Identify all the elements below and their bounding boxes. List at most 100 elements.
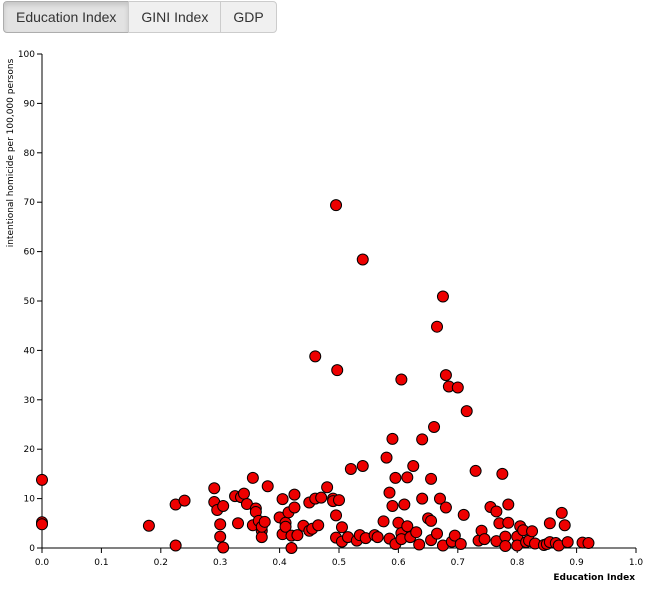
x-tick-label: 1.0 <box>629 558 644 568</box>
data-point[interactable] <box>451 381 464 394</box>
data-point[interactable] <box>425 472 438 485</box>
data-point[interactable] <box>460 405 473 418</box>
data-point[interactable] <box>383 486 396 499</box>
data-point[interactable] <box>428 420 441 433</box>
x-tick-label: 0.1 <box>94 558 108 568</box>
data-point[interactable] <box>395 373 408 386</box>
data-point[interactable] <box>331 364 344 377</box>
data-point[interactable] <box>330 199 343 212</box>
data-point[interactable] <box>208 482 221 495</box>
data-point[interactable] <box>410 526 423 539</box>
x-tick-label: 0.9 <box>569 558 584 568</box>
data-point[interactable] <box>321 481 334 494</box>
data-point[interactable] <box>448 529 461 542</box>
data-point[interactable] <box>425 514 438 527</box>
y-tick-label: 40 <box>24 346 36 356</box>
data-point[interactable] <box>561 536 574 549</box>
data-point[interactable] <box>288 501 301 514</box>
data-point[interactable] <box>309 350 322 363</box>
data-point[interactable] <box>555 506 568 519</box>
data-point[interactable] <box>377 515 390 528</box>
data-point[interactable] <box>169 539 182 552</box>
data-point[interactable] <box>407 459 420 472</box>
education-index-button[interactable]: Education Index <box>3 1 130 33</box>
data-point[interactable] <box>478 533 491 546</box>
data-point[interactable] <box>496 467 509 480</box>
data-point[interactable] <box>261 480 274 493</box>
data-point[interactable] <box>279 520 292 533</box>
data-point[interactable] <box>386 432 399 445</box>
data-point[interactable] <box>291 529 304 542</box>
data-point[interactable] <box>237 487 250 500</box>
data-point[interactable] <box>401 471 414 484</box>
x-tick-label: 0.3 <box>213 558 227 568</box>
gdp-button[interactable]: GDP <box>220 1 277 33</box>
data-point[interactable] <box>439 369 452 382</box>
data-point[interactable] <box>371 531 384 544</box>
data-point[interactable] <box>439 501 452 514</box>
data-point[interactable] <box>356 459 369 472</box>
y-axis: 0 10 20 30 40 50 60 70 80 90 100 <box>18 50 43 554</box>
data-point[interactable] <box>416 492 429 505</box>
x-tick-label: 0.7 <box>451 558 465 568</box>
data-point[interactable] <box>178 494 191 507</box>
data-point[interactable] <box>469 464 482 477</box>
x-tick-label: 0.8 <box>510 558 525 568</box>
data-point[interactable] <box>431 527 444 540</box>
x-tick-label: 0.0 <box>35 558 50 568</box>
data-point[interactable] <box>315 491 328 504</box>
y-tick-label: 100 <box>18 50 35 60</box>
data-point[interactable] <box>333 494 345 507</box>
data-point[interactable] <box>401 520 414 533</box>
data-point[interactable] <box>214 518 227 531</box>
data-point[interactable] <box>142 519 155 532</box>
data-point[interactable] <box>490 505 503 518</box>
data-point[interactable] <box>356 253 369 266</box>
data-point[interactable] <box>285 542 298 554</box>
data-point[interactable] <box>502 516 515 529</box>
data-point[interactable] <box>258 515 271 528</box>
data-point[interactable] <box>436 290 449 303</box>
data-point[interactable] <box>36 518 48 531</box>
data-point[interactable] <box>582 537 595 550</box>
x-axis-title: Education Index <box>553 573 635 583</box>
data-point[interactable] <box>454 538 467 551</box>
data-point[interactable] <box>217 541 230 554</box>
data-point[interactable] <box>433 492 446 505</box>
y-tick-label: 60 <box>24 248 36 258</box>
data-point[interactable] <box>389 471 402 484</box>
data-point[interactable] <box>386 500 399 513</box>
y-tick-label: 80 <box>24 149 36 159</box>
y-tick-label: 50 <box>24 297 36 307</box>
data-point[interactable] <box>214 530 227 543</box>
data-point[interactable] <box>312 519 325 532</box>
data-point[interactable] <box>526 525 539 538</box>
data-point[interactable] <box>431 320 444 333</box>
data-point[interactable] <box>457 508 470 521</box>
data-points <box>36 199 595 554</box>
data-point[interactable] <box>502 498 515 511</box>
data-point[interactable] <box>36 473 48 486</box>
data-point[interactable] <box>330 509 343 522</box>
data-point[interactable] <box>543 517 556 530</box>
data-point[interactable] <box>246 471 259 484</box>
data-point[interactable] <box>288 488 301 501</box>
x-tick-label: 0.6 <box>391 558 406 568</box>
data-point[interactable] <box>499 540 512 553</box>
x-tick-label: 0.2 <box>154 558 168 568</box>
data-point[interactable] <box>413 538 426 551</box>
y-tick-label: 10 <box>24 495 36 505</box>
data-point[interactable] <box>255 531 268 544</box>
data-point[interactable] <box>232 517 245 530</box>
data-point[interactable] <box>344 462 357 475</box>
data-point[interactable] <box>398 498 411 511</box>
data-point[interactable] <box>335 521 348 534</box>
data-point[interactable] <box>276 493 289 506</box>
data-point[interactable] <box>558 519 571 532</box>
y-axis-title: intentional homicide per 100,000 persons <box>6 58 16 247</box>
gini-index-button[interactable]: GINI Index <box>128 1 222 33</box>
data-point[interactable] <box>380 451 393 464</box>
data-point[interactable] <box>416 433 429 446</box>
data-point[interactable] <box>217 500 230 513</box>
